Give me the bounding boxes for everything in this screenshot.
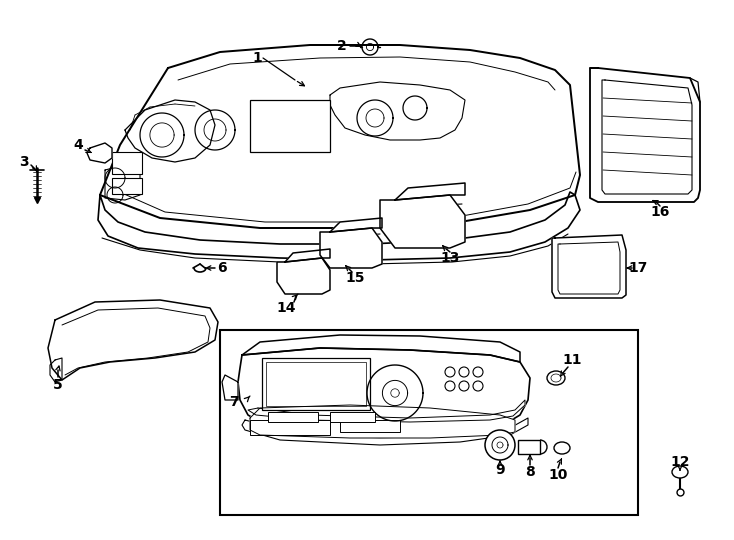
Bar (330, 412, 375, 422)
Bar (250, 100, 330, 152)
Polygon shape (48, 300, 218, 380)
Bar (268, 412, 318, 422)
Text: 10: 10 (548, 468, 567, 482)
Text: 1: 1 (252, 51, 262, 65)
Text: 7: 7 (229, 395, 239, 409)
Polygon shape (87, 143, 112, 163)
Ellipse shape (547, 371, 565, 385)
Polygon shape (242, 335, 520, 362)
Bar (220, 330, 638, 515)
Text: 3: 3 (19, 155, 29, 169)
Text: 15: 15 (345, 271, 365, 285)
Bar (266, 362, 366, 406)
Text: 9: 9 (495, 463, 505, 477)
Polygon shape (242, 418, 528, 445)
Polygon shape (320, 228, 382, 268)
Polygon shape (380, 195, 465, 248)
Ellipse shape (672, 466, 688, 478)
Polygon shape (98, 192, 580, 260)
Polygon shape (285, 249, 330, 262)
Text: 14: 14 (276, 301, 296, 315)
Text: 13: 13 (440, 251, 459, 265)
Bar (112, 178, 142, 194)
Bar (250, 420, 330, 435)
Polygon shape (552, 235, 626, 298)
Ellipse shape (554, 442, 570, 454)
Bar (518, 440, 540, 454)
Polygon shape (100, 45, 580, 228)
Polygon shape (590, 68, 700, 202)
Bar (112, 152, 142, 174)
Polygon shape (277, 258, 330, 294)
Text: 17: 17 (628, 261, 647, 275)
Bar (262, 358, 370, 410)
Text: 4: 4 (73, 138, 83, 152)
Text: 6: 6 (217, 261, 227, 275)
Text: 8: 8 (525, 465, 535, 479)
Text: 2: 2 (337, 39, 347, 53)
Polygon shape (222, 375, 238, 400)
Text: 16: 16 (650, 205, 669, 219)
Polygon shape (250, 405, 515, 438)
Text: 11: 11 (562, 353, 582, 367)
Circle shape (485, 430, 515, 460)
Polygon shape (330, 218, 382, 232)
Text: 12: 12 (670, 455, 690, 469)
Polygon shape (248, 400, 525, 422)
Text: 5: 5 (53, 378, 63, 392)
Bar (340, 420, 400, 432)
Polygon shape (395, 183, 465, 200)
Polygon shape (238, 348, 530, 433)
